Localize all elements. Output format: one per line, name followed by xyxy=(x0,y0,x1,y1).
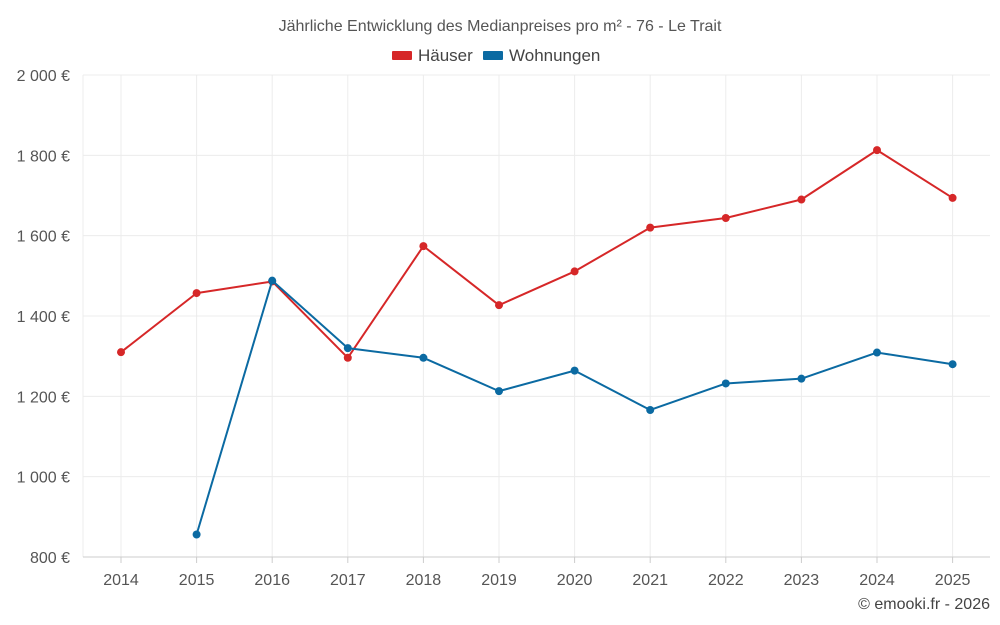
axes: 800 € 1 000 € 1 200 € 1 400 € 1 600 € 1 800 €… xyxy=(17,68,990,589)
series-wohnungen xyxy=(192,276,957,539)
data-point-wohnungen[interactable] xyxy=(419,353,428,362)
data-point-haeuser[interactable] xyxy=(721,213,730,222)
series xyxy=(117,146,957,539)
data-point-wohnungen[interactable] xyxy=(646,405,655,414)
x-tick-label: 2014 xyxy=(103,572,139,589)
legend-item-haeuser[interactable]: Häuser xyxy=(392,46,473,65)
x-tick-label: 2021 xyxy=(632,572,668,589)
data-point-wohnungen[interactable] xyxy=(570,366,579,375)
grid xyxy=(82,74,990,557)
x-tick-label: 2019 xyxy=(481,572,517,589)
chart-title: Jährliche Entwicklung des Medianpreises … xyxy=(279,18,722,35)
data-point-wohnungen[interactable] xyxy=(495,387,503,396)
data-point-wohnungen[interactable] xyxy=(343,344,352,353)
y-tick-label: 1 200 € xyxy=(17,389,70,406)
x-tick-label: 2015 xyxy=(179,572,215,589)
x-tick-label: 2024 xyxy=(859,572,895,589)
data-point-haeuser[interactable] xyxy=(948,193,957,202)
copyright-text: © emooki.fr - 2026 xyxy=(858,596,990,613)
data-point-wohnungen[interactable] xyxy=(948,360,957,369)
series-haeuser xyxy=(117,146,957,362)
y-tick-label: 1 800 € xyxy=(17,148,70,165)
y-tick-label: 1 000 € xyxy=(17,470,70,487)
data-point-haeuser[interactable] xyxy=(570,267,579,276)
y-tick-label: 2 000 € xyxy=(17,68,70,85)
data-point-haeuser[interactable] xyxy=(873,146,881,155)
data-point-haeuser[interactable] xyxy=(192,289,201,298)
x-tick-label: 2017 xyxy=(330,572,366,589)
data-point-haeuser[interactable] xyxy=(646,223,655,232)
x-tick-label: 2020 xyxy=(557,572,593,589)
data-point-haeuser[interactable] xyxy=(419,242,428,251)
data-point-haeuser[interactable] xyxy=(797,195,806,204)
data-point-wohnungen[interactable] xyxy=(797,374,806,383)
x-tick-label: 2023 xyxy=(784,572,820,589)
x-tick-label: 2022 xyxy=(708,572,744,589)
data-point-wohnungen[interactable] xyxy=(192,530,201,539)
legend-label-wohnungen: Wohnungen xyxy=(509,46,600,65)
legend: Häuser Wohnungen xyxy=(392,46,600,65)
data-point-wohnungen[interactable] xyxy=(873,348,881,357)
y-tick-label: 1 400 € xyxy=(17,309,70,326)
legend-label-haeuser: Häuser xyxy=(418,46,473,65)
x-tick-label: 2025 xyxy=(935,572,971,589)
y-tick-label: 1 600 € xyxy=(17,229,70,246)
data-point-haeuser[interactable] xyxy=(117,348,125,357)
y-tick-label: 800 € xyxy=(30,550,70,567)
legend-swatch-haeuser xyxy=(392,51,412,60)
series-line-haeuser xyxy=(120,149,954,359)
data-point-haeuser[interactable] xyxy=(495,301,503,310)
x-tick-label: 2018 xyxy=(406,572,442,589)
legend-swatch-wohnungen xyxy=(483,51,503,60)
data-point-haeuser[interactable] xyxy=(343,353,352,362)
x-tick-label: 2016 xyxy=(254,572,290,589)
data-point-wohnungen[interactable] xyxy=(268,276,277,285)
data-point-wohnungen[interactable] xyxy=(721,379,730,388)
legend-item-wohnungen[interactable]: Wohnungen xyxy=(483,46,600,65)
